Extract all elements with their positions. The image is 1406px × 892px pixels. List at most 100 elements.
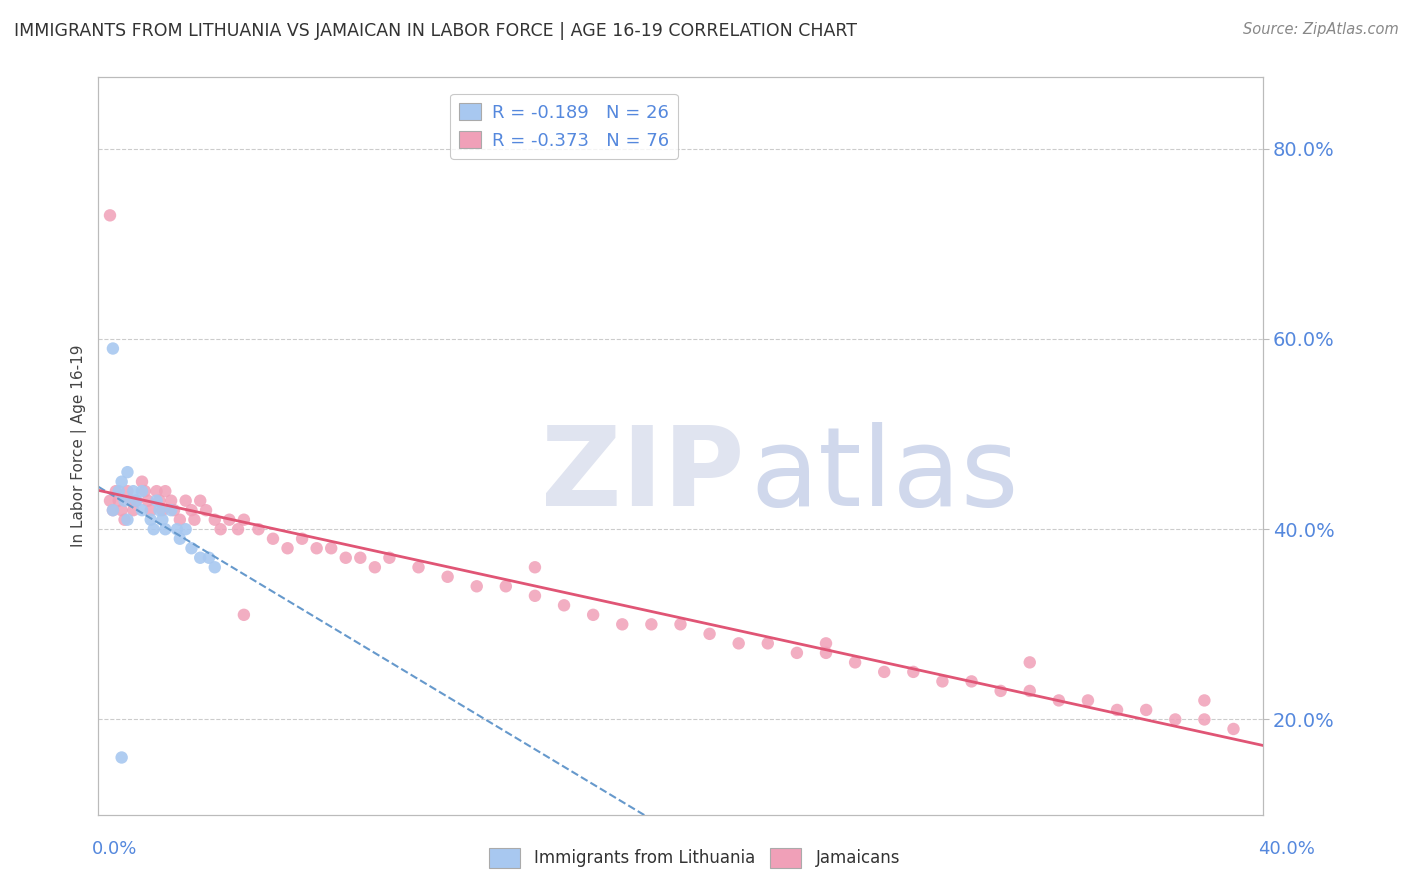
Text: 40.0%: 40.0% xyxy=(1258,840,1315,858)
Point xyxy=(364,560,387,574)
Point xyxy=(335,550,357,565)
Point xyxy=(160,503,183,517)
Point xyxy=(174,493,197,508)
Point xyxy=(150,503,173,517)
Point xyxy=(139,513,162,527)
Point xyxy=(408,560,430,574)
Point xyxy=(111,750,134,764)
Point xyxy=(232,513,254,527)
Point xyxy=(169,513,191,527)
Point xyxy=(180,541,202,556)
Text: Source: ZipAtlas.com: Source: ZipAtlas.com xyxy=(1243,22,1399,37)
Point xyxy=(180,503,202,517)
Point xyxy=(1077,693,1099,707)
Point xyxy=(120,493,142,508)
Text: Jamaicans: Jamaicans xyxy=(815,849,900,867)
Point xyxy=(699,627,721,641)
Point xyxy=(160,493,183,508)
Point xyxy=(131,475,153,489)
Point xyxy=(163,503,186,517)
Text: 0.0%: 0.0% xyxy=(91,840,136,858)
Point xyxy=(1164,713,1187,727)
Point xyxy=(131,484,153,499)
Point xyxy=(155,522,177,536)
Point xyxy=(931,674,953,689)
Point xyxy=(218,513,240,527)
Point xyxy=(148,503,170,517)
Point xyxy=(204,560,226,574)
Point xyxy=(1105,703,1128,717)
Point xyxy=(612,617,634,632)
Point xyxy=(148,493,170,508)
Point xyxy=(117,513,139,527)
Point xyxy=(756,636,779,650)
Point xyxy=(990,684,1012,698)
Point xyxy=(174,522,197,536)
Point xyxy=(117,484,139,499)
Point xyxy=(169,532,191,546)
Point xyxy=(122,503,145,517)
Point xyxy=(125,493,148,508)
Point xyxy=(145,484,167,499)
Point xyxy=(277,541,299,556)
Point xyxy=(145,493,167,508)
Text: ZIP: ZIP xyxy=(541,422,744,529)
Point xyxy=(166,522,188,536)
Point xyxy=(209,522,232,536)
Point xyxy=(139,503,162,517)
Point xyxy=(232,607,254,622)
Point xyxy=(669,617,692,632)
Point xyxy=(204,513,226,527)
Point xyxy=(814,636,837,650)
Point xyxy=(582,607,605,622)
Point xyxy=(98,493,121,508)
Point xyxy=(960,674,983,689)
Point xyxy=(188,550,211,565)
Point xyxy=(814,646,837,660)
Point xyxy=(903,665,925,679)
Point xyxy=(291,532,314,546)
Point xyxy=(1018,656,1040,670)
Text: Immigrants from Lithuania: Immigrants from Lithuania xyxy=(534,849,755,867)
Point xyxy=(198,550,221,565)
Point xyxy=(727,636,749,650)
Point xyxy=(114,513,136,527)
Point xyxy=(247,522,270,536)
Point xyxy=(495,579,517,593)
Point xyxy=(104,484,127,499)
Point xyxy=(101,503,124,517)
Point xyxy=(523,589,546,603)
Point xyxy=(786,646,808,660)
Point xyxy=(226,522,249,536)
Point xyxy=(150,513,173,527)
Point xyxy=(305,541,328,556)
Point xyxy=(553,599,575,613)
Point xyxy=(114,493,136,508)
Point xyxy=(873,665,896,679)
Point xyxy=(1135,703,1157,717)
Point xyxy=(111,475,134,489)
Point xyxy=(183,513,205,527)
Point xyxy=(98,208,121,222)
Point xyxy=(436,570,458,584)
Point xyxy=(1194,713,1216,727)
Point xyxy=(844,656,866,670)
Point xyxy=(465,579,488,593)
Point xyxy=(523,560,546,574)
Point xyxy=(349,550,371,565)
Point xyxy=(188,493,211,508)
Point xyxy=(640,617,662,632)
Text: IMMIGRANTS FROM LITHUANIA VS JAMAICAN IN LABOR FORCE | AGE 16-19 CORRELATION CHA: IMMIGRANTS FROM LITHUANIA VS JAMAICAN IN… xyxy=(14,22,858,40)
Point xyxy=(262,532,284,546)
Point xyxy=(122,484,145,499)
Point xyxy=(1194,693,1216,707)
Point xyxy=(321,541,343,556)
Point xyxy=(1018,684,1040,698)
Point xyxy=(142,522,165,536)
Point xyxy=(101,503,124,517)
Point xyxy=(378,550,401,565)
Point xyxy=(107,493,129,508)
Point xyxy=(155,484,177,499)
Point xyxy=(101,342,124,356)
Point xyxy=(134,484,156,499)
